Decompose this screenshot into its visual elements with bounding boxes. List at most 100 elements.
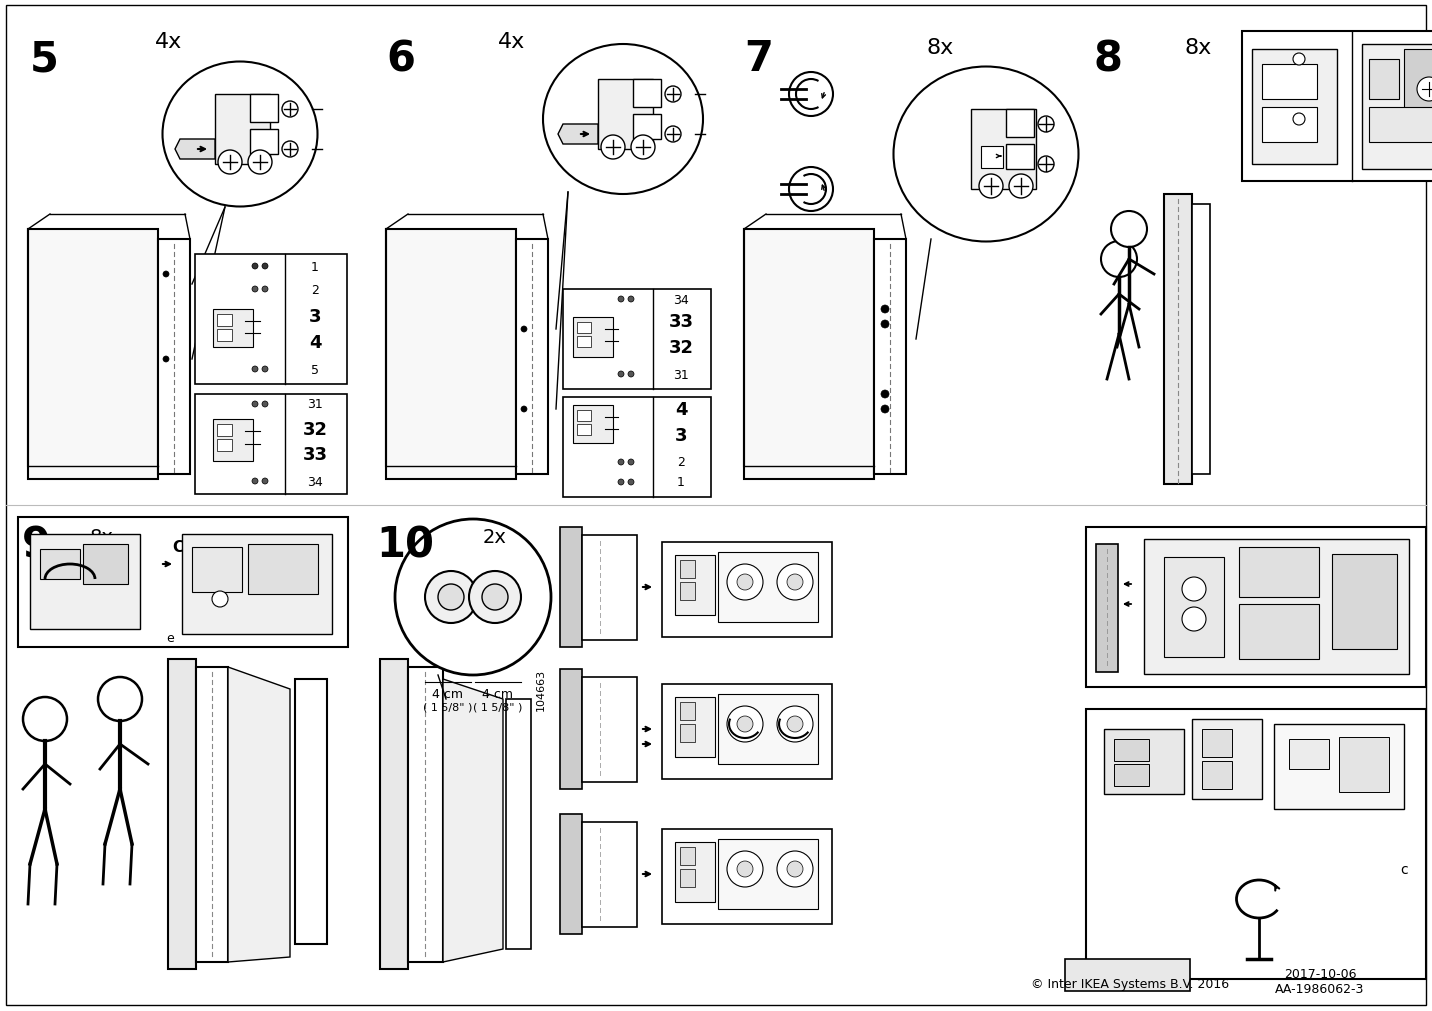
Text: 32: 32 [669,339,693,357]
Bar [218,314,232,327]
Circle shape [97,677,142,721]
Bar [516,240,548,474]
Circle shape [737,861,753,878]
Circle shape [632,135,654,160]
Bar [1104,729,1184,795]
Text: 2x: 2x [483,528,507,547]
Bar [581,822,637,927]
Circle shape [1111,211,1147,248]
Bar [680,703,695,720]
Bar [577,323,591,334]
Bar [1201,729,1232,757]
Circle shape [282,102,298,118]
Circle shape [778,564,813,601]
Ellipse shape [162,63,318,207]
Bar [1191,719,1262,800]
Text: 31: 31 [306,398,322,411]
Circle shape [737,716,753,732]
Circle shape [619,372,624,378]
Circle shape [1038,157,1054,173]
Polygon shape [442,679,503,962]
Bar [633,80,662,108]
Circle shape [778,851,813,887]
Circle shape [1293,114,1305,126]
Circle shape [1418,78,1432,102]
Circle shape [23,698,67,741]
Circle shape [252,401,258,407]
Ellipse shape [894,68,1078,243]
Bar [192,548,242,592]
Circle shape [438,584,464,611]
Text: c: c [1400,862,1408,877]
Text: ( 1 5/8" ): ( 1 5/8" ) [424,703,473,713]
Circle shape [252,478,258,484]
Circle shape [1181,577,1206,602]
Text: 8x: 8x [90,528,115,547]
Bar [577,337,591,348]
Circle shape [664,87,682,103]
Bar [215,95,271,165]
Bar [505,700,531,949]
Text: 31: 31 [673,368,689,381]
Text: 5: 5 [30,38,59,80]
Circle shape [425,571,477,624]
Bar [195,255,347,384]
Bar [29,229,158,479]
Text: 32: 32 [302,421,328,439]
Circle shape [619,479,624,485]
Bar [662,543,832,637]
Bar [680,724,695,742]
Bar [560,669,581,790]
Bar [581,677,637,783]
Bar [577,410,591,422]
Circle shape [619,296,624,302]
Bar [560,528,581,647]
Circle shape [601,135,624,160]
Bar [674,842,715,902]
Circle shape [163,272,169,278]
Circle shape [629,296,634,302]
Text: 8: 8 [1094,38,1123,80]
Circle shape [218,151,242,175]
Bar [680,847,695,865]
Bar [674,555,715,616]
Text: 3: 3 [674,427,687,445]
Text: 4: 4 [309,334,321,352]
Bar [1114,739,1148,761]
Text: 2017-10-06: 2017-10-06 [1283,968,1356,981]
Text: 1: 1 [311,260,319,273]
Bar [563,397,712,497]
Bar [218,330,232,342]
Bar [971,110,1035,190]
Bar [1274,724,1403,809]
Bar [1065,959,1190,991]
Circle shape [262,367,268,373]
Bar [1201,761,1232,790]
Bar [874,240,906,474]
Text: 4x: 4x [155,32,182,52]
Bar [1252,50,1337,165]
Bar [573,405,613,444]
Bar [1239,605,1319,659]
Bar [1332,554,1398,649]
Bar [1239,548,1319,598]
Bar [680,869,695,887]
Circle shape [470,571,521,624]
Circle shape [789,73,833,117]
Bar [168,659,196,969]
Circle shape [262,264,268,270]
Polygon shape [558,125,599,145]
Bar [563,290,712,389]
Circle shape [727,851,763,887]
Bar [662,684,832,779]
Text: 4x: 4x [498,32,526,52]
Text: 4 cm: 4 cm [483,686,514,700]
Circle shape [664,126,682,143]
Text: 10: 10 [377,524,434,565]
Bar [1164,557,1224,657]
Circle shape [282,142,298,158]
Circle shape [788,716,803,732]
Circle shape [881,405,889,413]
Bar [1085,528,1426,687]
Bar [662,829,832,924]
